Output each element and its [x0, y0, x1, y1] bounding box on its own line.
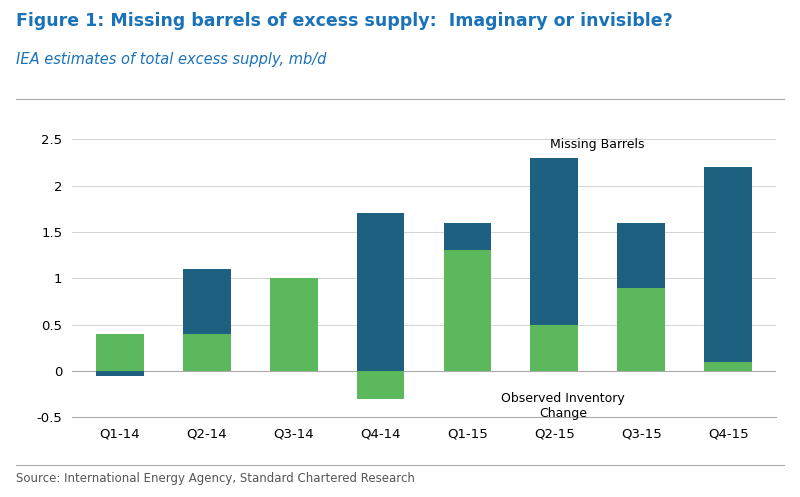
Bar	[183, 269, 230, 334]
Bar	[618, 288, 665, 371]
Bar	[704, 167, 752, 362]
Bar	[530, 325, 578, 371]
Bar	[183, 334, 230, 371]
Bar	[443, 250, 491, 371]
Bar	[270, 278, 318, 371]
Bar	[530, 158, 578, 325]
Bar	[96, 334, 144, 371]
Text: Source: International Energy Agency, Standard Chartered Research: Source: International Energy Agency, Sta…	[16, 472, 415, 485]
Bar	[618, 223, 665, 288]
Bar	[443, 223, 491, 250]
Text: IEA estimates of total excess supply, mb/d: IEA estimates of total excess supply, mb…	[16, 52, 326, 67]
Text: Figure 1: Missing barrels of excess supply:  Imaginary or invisible?: Figure 1: Missing barrels of excess supp…	[16, 12, 673, 30]
Text: Missing Barrels: Missing Barrels	[550, 138, 645, 151]
Bar	[357, 213, 405, 371]
Bar	[704, 362, 752, 371]
Text: Observed Inventory
Change: Observed Inventory Change	[501, 392, 625, 419]
Bar	[96, 371, 144, 376]
Bar	[357, 371, 405, 399]
